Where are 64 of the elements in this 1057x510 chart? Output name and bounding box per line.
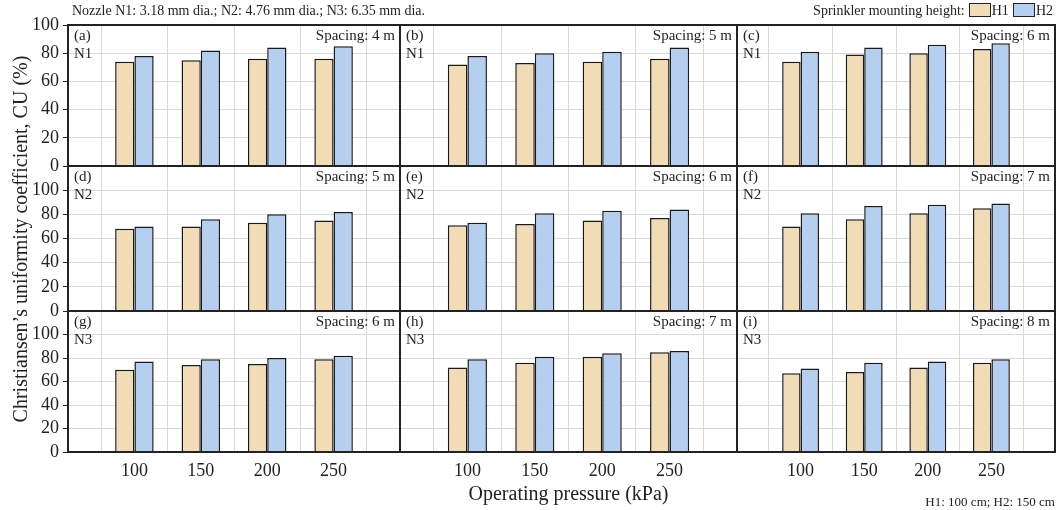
legend-label: H2 — [1035, 3, 1053, 18]
y-tick-label: 60 — [41, 70, 59, 91]
y-tick-label: 40 — [41, 393, 59, 414]
annotation: Spacing: 6 m — [652, 168, 732, 185]
legend-title: Sprinkler mounting height: — [813, 3, 965, 18]
x-tick-label: 250 — [656, 459, 684, 480]
annotation: N2 — [74, 186, 93, 203]
y-tick-label: 80 — [41, 346, 59, 367]
annotation: N3 — [74, 331, 93, 348]
annotation: (i) — [743, 313, 758, 330]
chart-title: Nozzle N1: 3.18 mm dia.; N2: 4.76 mm dia.; N3: 6.35 mm dia. — [72, 3, 426, 19]
y-axis-title: Christiansen’s uniformity coefficient, CU (%) — [8, 55, 32, 422]
annotation: (c) — [743, 27, 760, 44]
y-tick-label: 100 — [32, 323, 59, 344]
annotation: N1 — [406, 45, 425, 62]
annotation: N3 — [406, 331, 425, 348]
y-tick-label: 80 — [41, 41, 59, 62]
y-tick-label: 100 — [32, 13, 59, 34]
annotation: Spacing: 4 m — [315, 27, 395, 44]
y-tick-label: 40 — [41, 98, 59, 119]
annotation: Spacing: 7 m — [652, 313, 732, 330]
x-tick-label: 200 — [253, 459, 281, 480]
x-axis-title: Operating pressure (kPa) — [468, 482, 669, 505]
annotation: Spacing: 6 m — [970, 27, 1050, 44]
annotation: (e) — [406, 168, 423, 185]
text: H1: 100 cm; H2: 150 cm — [925, 494, 1055, 510]
annotation: Spacing: 8 m — [970, 313, 1050, 330]
annotation: Spacing: 5 m — [315, 168, 395, 185]
legend-label: H1 — [991, 3, 1009, 18]
y-tick-label: 20 — [41, 275, 59, 296]
x-tick-label: 150 — [187, 459, 215, 480]
y-tick-label: 20 — [41, 417, 59, 438]
annotation: N3 — [743, 331, 762, 348]
annotation: (h) — [406, 313, 424, 330]
annotation: N1 — [743, 45, 762, 62]
y-tick-label: 0 — [50, 440, 59, 461]
x-tick-label: 250 — [977, 459, 1005, 480]
annotation: N1 — [74, 45, 93, 62]
y-tick-label: 0 — [50, 154, 59, 175]
x-tick-label: 250 — [320, 459, 348, 480]
annotation: N2 — [743, 186, 762, 203]
annotation: Spacing: 6 m — [315, 313, 395, 330]
annotation: (b) — [406, 27, 424, 44]
y-tick-label: 60 — [41, 227, 59, 248]
x-tick-label: 150 — [850, 459, 878, 480]
x-tick-label: 100 — [120, 459, 148, 480]
annotation: N2 — [406, 186, 425, 203]
y-tick-label: 20 — [41, 126, 59, 147]
x-tick-label: 100 — [453, 459, 481, 480]
x-tick-label: 150 — [521, 459, 549, 480]
annotation: (d) — [74, 168, 92, 185]
y-tick-label: 40 — [41, 251, 59, 272]
annotation: Spacing: 5 m — [652, 27, 732, 44]
x-tick-label: 200 — [588, 459, 616, 480]
y-tick-label: 80 — [41, 203, 59, 224]
x-tick-label: 200 — [914, 459, 942, 480]
y-tick-label: 0 — [50, 299, 59, 320]
y-tick-label: 60 — [41, 370, 59, 391]
annotation: Spacing: 7 m — [970, 168, 1050, 185]
annotation: (g) — [74, 313, 92, 330]
annotation: (f) — [743, 168, 758, 185]
x-tick-label: 100 — [787, 459, 815, 480]
annotation: (a) — [74, 27, 91, 44]
y-tick-label: 100 — [32, 178, 59, 199]
